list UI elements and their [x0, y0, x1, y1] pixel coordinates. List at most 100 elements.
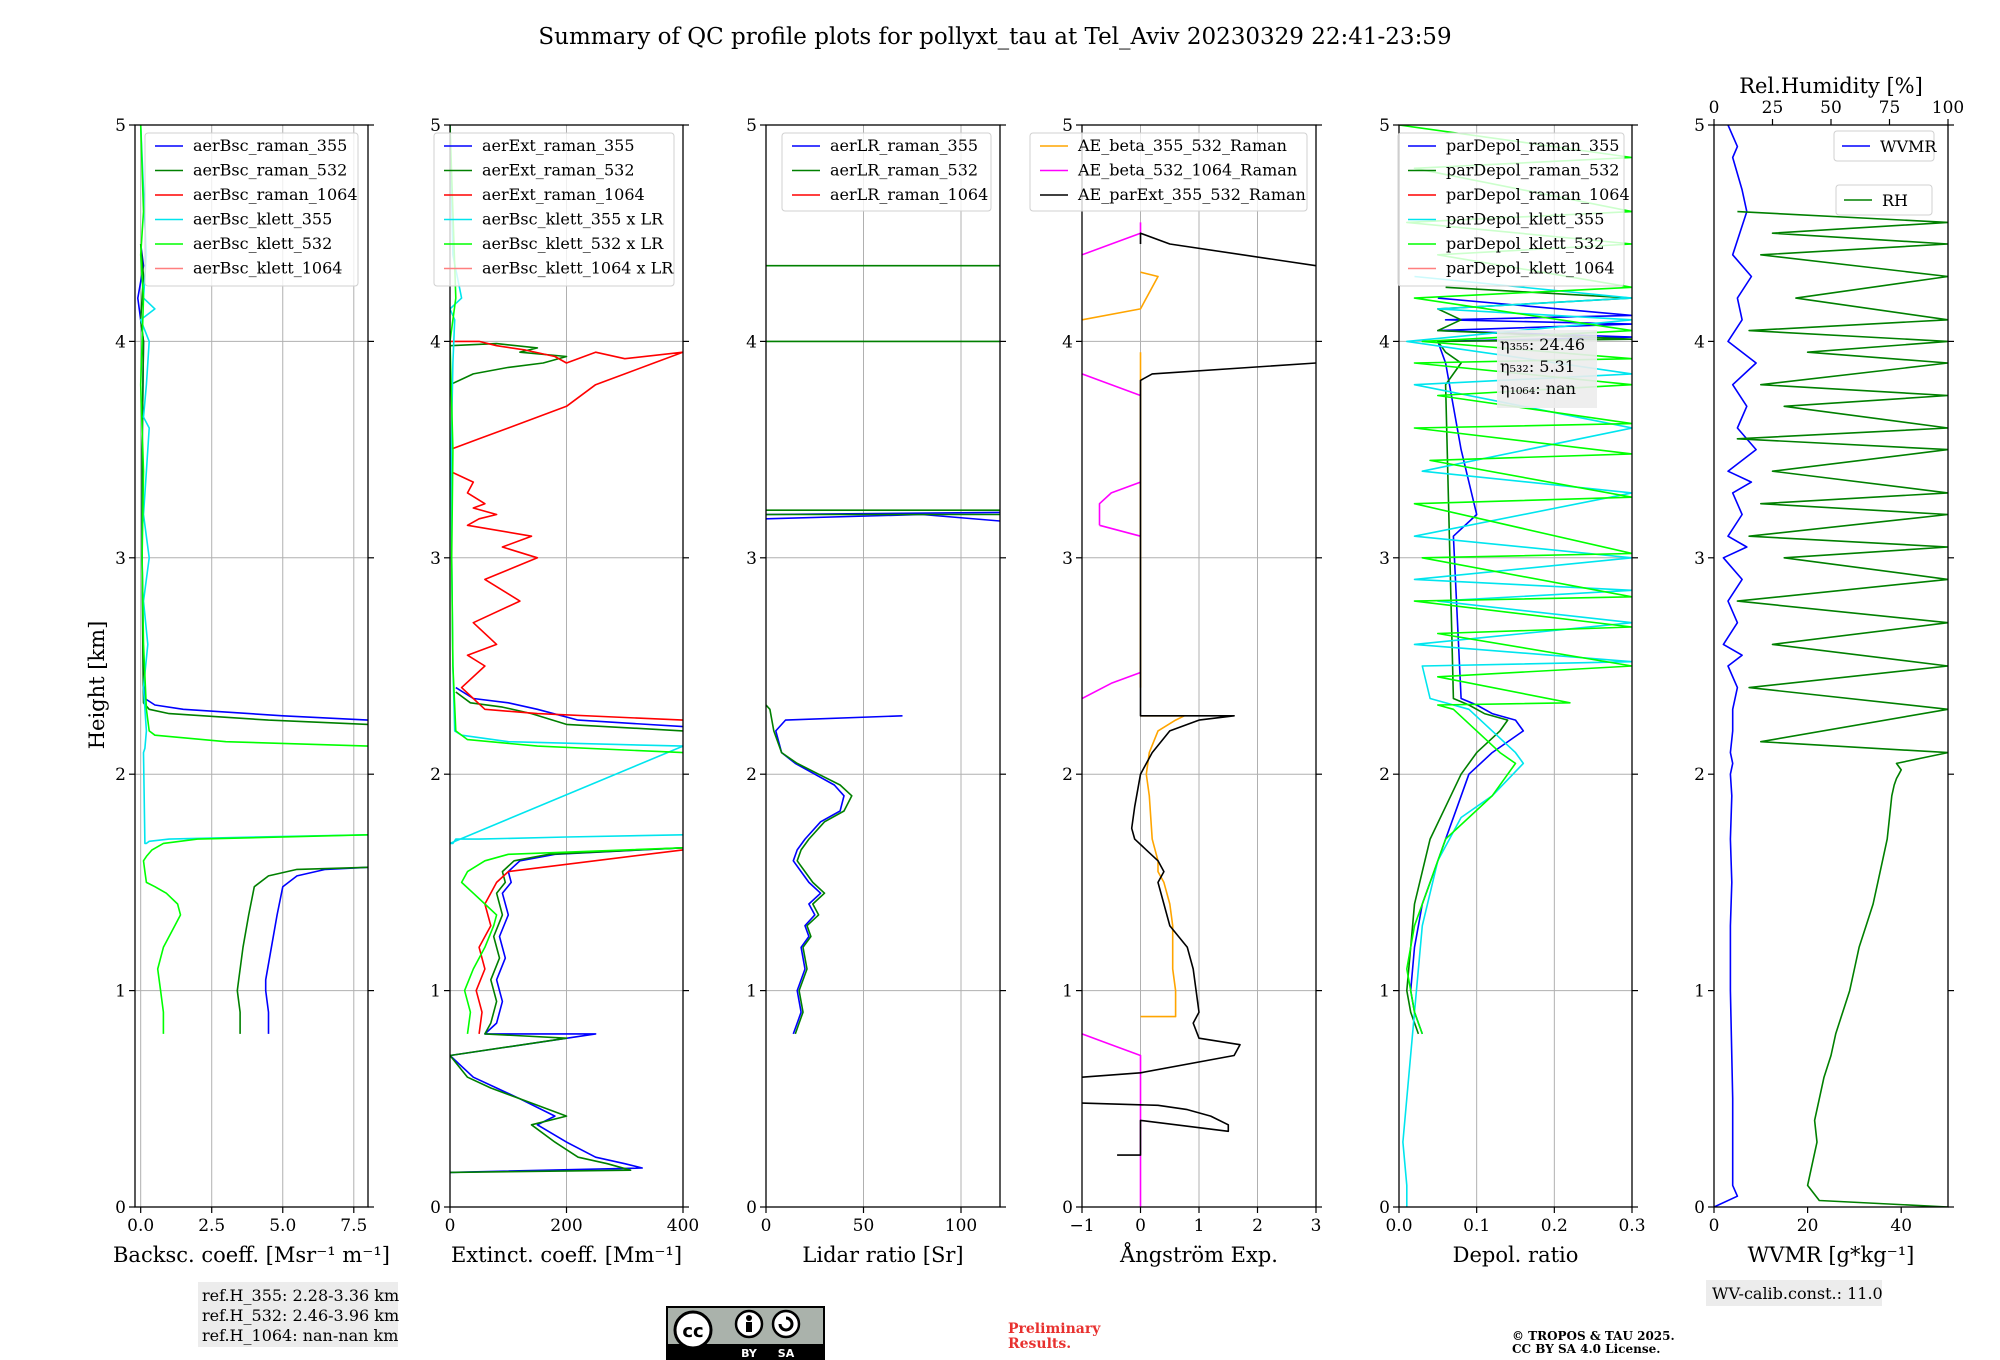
legend-label-3: aerBsc_klett_355 x LR [482, 210, 664, 229]
y-tick-label-5: 5 [115, 116, 126, 136]
by-label: BY [741, 1347, 758, 1360]
legend-box [144, 132, 359, 287]
x-tick-label-1: 200 [550, 1216, 582, 1236]
series-line-aerBsc_klett_355 [139, 125, 368, 845]
copyright-line-1: © TROPOS & TAU 2025. [1512, 1329, 1675, 1343]
legend: aerBsc_raman_355 aerBsc_raman_532 aerBsc_r… [144, 132, 359, 287]
x-axis-label: Depol. ratio [1453, 1243, 1579, 1267]
cc-icon-text: cc [682, 1321, 703, 1342]
series-line-parDepol_raman_532 [1406, 286, 1632, 1035]
y-tick-label-3: 3 [1694, 549, 1705, 569]
legend-label-5: parDepol_klett_1064 [1446, 259, 1615, 278]
y-tick-label-2: 2 [1062, 765, 1073, 785]
series-line-aerBsc_klett_532 [139, 125, 368, 1034]
legend-label-1: aerExt_raman_532 [482, 161, 635, 180]
plot-frame [765, 124, 1001, 1208]
y-tick-label-5: 5 [1062, 116, 1073, 136]
plot-frame [1398, 124, 1633, 1208]
eta-line-1: η₅₃₂: 5.31 [1500, 357, 1575, 376]
x-tick-label-2: 100 [945, 1216, 977, 1236]
y-tick-label-3: 3 [115, 549, 126, 569]
x-tick-label-0: 0 [1709, 1216, 1720, 1236]
x-tick-label-1: 2.5 [198, 1216, 225, 1236]
x-tick-label-0: 0.0 [127, 1216, 154, 1236]
y-tick-label-3: 3 [746, 549, 757, 569]
series-line-WVMR [1714, 125, 1757, 1207]
legend-label-2: aerLR_raman_1064 [830, 185, 988, 204]
legend-box [1835, 184, 1933, 216]
y-tick-label-4: 4 [1062, 332, 1073, 352]
top-x-tick-label-4: 100 [1932, 98, 1964, 118]
legend-label-0: aerExt_raman_355 [482, 136, 635, 155]
legend-label-4: aerBsc_klett_532 x LR [482, 234, 664, 253]
x-tick-label-0: −1 [1069, 1216, 1094, 1236]
legend-label-1: aerLR_raman_532 [830, 161, 978, 180]
x-tick-label-3: 0.3 [1618, 1216, 1645, 1236]
x-tick-label-3: 7.5 [340, 1216, 367, 1236]
y-tick-label-5: 5 [746, 116, 757, 136]
panels-group: 0 1 2 3 4 5 0.0 2.5 5.0 7.5 Backsc. coeff. [Msr⁻¹ … [113, 74, 1964, 1267]
y-tick-label-4: 4 [746, 332, 757, 352]
x-axis-label: Extinct. coeff. [Mm⁻¹] [451, 1243, 682, 1267]
copyright-line-2: CC BY SA 4.0 License. [1512, 1342, 1660, 1356]
legend-0: WVMR [1833, 130, 1937, 162]
series-line-parDepol_klett_532 [1399, 125, 1632, 1035]
x-tick-label-1: 50 [853, 1216, 875, 1236]
x-axis-label: Lidar ratio [Sr] [802, 1243, 963, 1267]
legend-label-3: parDepol_klett_355 [1446, 210, 1604, 229]
y-tick-label-1: 1 [1062, 982, 1073, 1002]
y-tick-label-3: 3 [1379, 549, 1390, 569]
ref-height-1064: ref.H_1064: nan-nan km [202, 1326, 398, 1345]
legend-label-2: aerBsc_raman_1064 [193, 185, 358, 204]
x-tick-label-4: 3 [1311, 1216, 1322, 1236]
series-group [1714, 125, 1948, 1207]
y-tick-label-1: 1 [1379, 982, 1390, 1002]
x-tick-label-0: 0 [761, 1216, 772, 1236]
x-axis-label: Backsc. coeff. [Msr⁻¹ m⁻¹] [113, 1243, 390, 1267]
legend-label-0: AE_beta_355_532_Raman [1077, 136, 1287, 155]
y-tick-label-0: 0 [1062, 1198, 1073, 1218]
x-tick-label-2: 0.2 [1541, 1216, 1568, 1236]
y-tick-label-5: 5 [1694, 116, 1705, 136]
reference-height-note: ref.H_355: 2.28-3.36 km ref.H_532: 2.46-… [198, 1282, 399, 1347]
wv-calib-text: WV-calib.const.: 11.0 [1712, 1284, 1883, 1303]
legend-box [433, 132, 675, 287]
y-tick-label-0: 0 [746, 1198, 757, 1218]
legend: aerLR_raman_355 aerLR_raman_532 aerLR_rama… [781, 132, 992, 212]
legend-box [781, 132, 992, 212]
ref-height-355: ref.H_355: 2.28-3.36 km [202, 1286, 399, 1305]
legend-box [1833, 130, 1935, 162]
x-tick-label-2: 40 [1890, 1216, 1912, 1236]
legend-label-4: parDepol_klett_532 [1446, 234, 1604, 253]
top-x-tick-label-0: 0 [1709, 98, 1720, 118]
legend-label-5: aerBsc_klett_1064 x LR [482, 259, 674, 278]
preliminary-line-2: Results. [1008, 1336, 1071, 1352]
panel-5: 0 1 2 3 4 5 0.0 0.1 0.2 0.3 Depol. ratio parDepol_r… [1379, 116, 1645, 1267]
legend-label-1: aerBsc_raman_532 [193, 161, 347, 180]
legend-label-4: aerBsc_klett_532 [193, 234, 332, 253]
wv-calib-note: WV-calib.const.: 11.0 [1706, 1280, 1883, 1306]
top-x-axis-label: Rel.Humidity [%] [1739, 74, 1923, 98]
legend-label-2: parDepol_raman_1064 [1446, 185, 1630, 204]
legend-1: RH [1835, 184, 1933, 216]
y-tick-label-5: 5 [1379, 116, 1390, 136]
y-tick-label-3: 3 [1062, 549, 1073, 569]
legend-label-1: parDepol_raman_532 [1446, 161, 1619, 180]
sa-label: SA [778, 1347, 795, 1360]
legend-label: RH [1882, 191, 1908, 210]
plot-frame [134, 124, 369, 1208]
series-line-AE_parExt_355_532_Raman [1082, 232, 1316, 1156]
legend-label: WVMR [1880, 137, 1937, 156]
x-tick-label-1: 0 [1135, 1216, 1146, 1236]
figure-title: Summary of QC profile plots for pollyxt_… [538, 24, 1451, 50]
x-tick-label-0: 0.0 [1385, 1216, 1412, 1236]
license-badge: cc BY SA [666, 1306, 825, 1360]
top-x-tick-label-2: 50 [1820, 98, 1842, 118]
top-x-tick-label-3: 75 [1879, 98, 1901, 118]
y-tick-label-2: 2 [430, 765, 441, 785]
legend: aerExt_raman_355 aerExt_raman_532 aerExt_r… [433, 132, 675, 287]
